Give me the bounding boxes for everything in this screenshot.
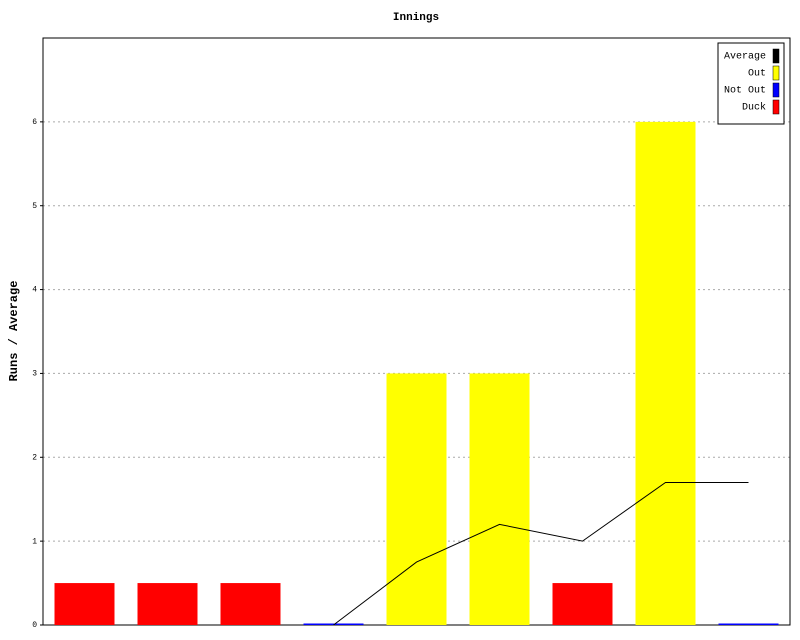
y-tick-label: 0	[32, 621, 37, 630]
bar	[303, 623, 364, 625]
legend-label: Average	[724, 52, 766, 63]
average-line	[333, 481, 749, 626]
y-tick-label: 4	[32, 286, 37, 295]
legend-swatch	[772, 65, 780, 81]
bar	[469, 373, 530, 625]
legend-label: Duck	[742, 102, 766, 114]
bar	[54, 583, 115, 625]
y-tick-label: 3	[32, 370, 37, 379]
y-tick-label: 5	[32, 202, 37, 211]
y-tick-label: 2	[32, 453, 37, 462]
y-tick-label: 6	[32, 118, 37, 127]
bar	[635, 121, 696, 625]
bar	[552, 583, 613, 625]
bar	[220, 583, 281, 625]
bar	[718, 623, 779, 625]
legend-label: Out	[748, 69, 766, 80]
legend-swatch	[772, 48, 780, 64]
legend-swatch	[772, 99, 780, 115]
legend-swatch	[772, 82, 780, 98]
bar	[137, 583, 198, 625]
chart-title: Innings	[393, 12, 439, 24]
y-axis-label: Runs / Average	[7, 281, 21, 382]
legend-label: Not Out	[724, 86, 766, 97]
bar	[386, 373, 447, 625]
y-tick-label: 1	[32, 537, 37, 546]
